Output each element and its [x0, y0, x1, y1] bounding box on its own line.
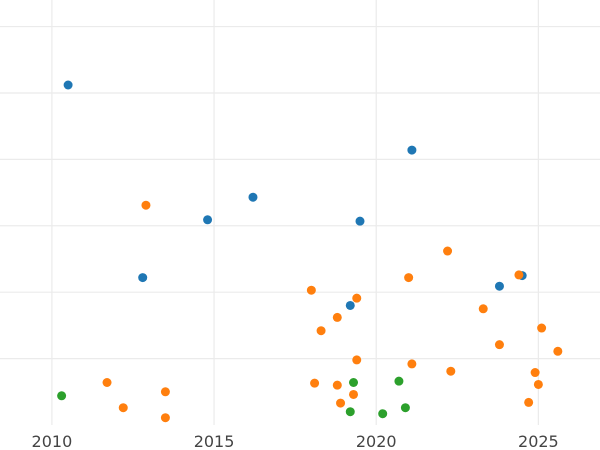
series-1-point-23: [533, 379, 543, 389]
series-2-point-3: [378, 409, 388, 419]
series-1-point-1: [118, 403, 128, 413]
series-0-point-3: [248, 192, 258, 202]
series-1-point-25: [553, 346, 563, 356]
series-1-point-5: [306, 285, 316, 295]
series-2-point-4: [394, 376, 404, 386]
x-tick-label-2020: 2020: [356, 432, 397, 450]
series-1-point-15: [407, 359, 417, 369]
series-1-point-8: [332, 312, 342, 322]
series-0-point-2: [203, 215, 213, 225]
series-2-point-2: [349, 378, 359, 387]
series-2-point-1: [345, 407, 355, 417]
series-0-point-1: [138, 273, 148, 283]
series-1-point-9: [332, 380, 342, 390]
series-0-point-4: [345, 300, 355, 310]
points-layer: [57, 80, 563, 423]
x-tick-label-2010: 2010: [32, 432, 73, 450]
series-1-point-2: [141, 200, 151, 210]
x-axis-tick-labels: 2010 2015 2020 2025: [32, 432, 559, 450]
series-1-point-18: [478, 304, 488, 314]
series-1-point-4: [160, 413, 170, 423]
series-1-point-0: [102, 378, 112, 387]
series-1-point-6: [310, 378, 320, 388]
series-1-point-20: [514, 270, 524, 280]
series-0-point-5: [355, 216, 365, 226]
series-1-point-11: [349, 389, 359, 399]
series-1-point-7: [316, 326, 326, 336]
series-2-point-5: [400, 403, 410, 413]
series-0-point-0: [63, 80, 73, 90]
series-0-point-6: [407, 145, 417, 155]
series-2-point-0: [57, 391, 67, 401]
x-tick-label-2025: 2025: [518, 432, 559, 450]
series-1-point-3: [160, 387, 170, 397]
series-1-point-14: [404, 273, 414, 283]
series-1-point-24: [537, 323, 547, 333]
series-0-point-7: [494, 281, 504, 291]
series-1-point-21: [524, 397, 534, 407]
series-1-point-17: [446, 366, 456, 376]
series-1-point-22: [530, 368, 540, 378]
series-1-point-16: [443, 246, 453, 256]
series-1-point-13: [352, 355, 362, 365]
series-1-point-19: [494, 340, 504, 350]
series-1-point-12: [352, 293, 362, 303]
grid-layer: [0, 0, 600, 425]
x-tick-label-2015: 2015: [194, 432, 235, 450]
series-1-point-10: [336, 398, 346, 408]
